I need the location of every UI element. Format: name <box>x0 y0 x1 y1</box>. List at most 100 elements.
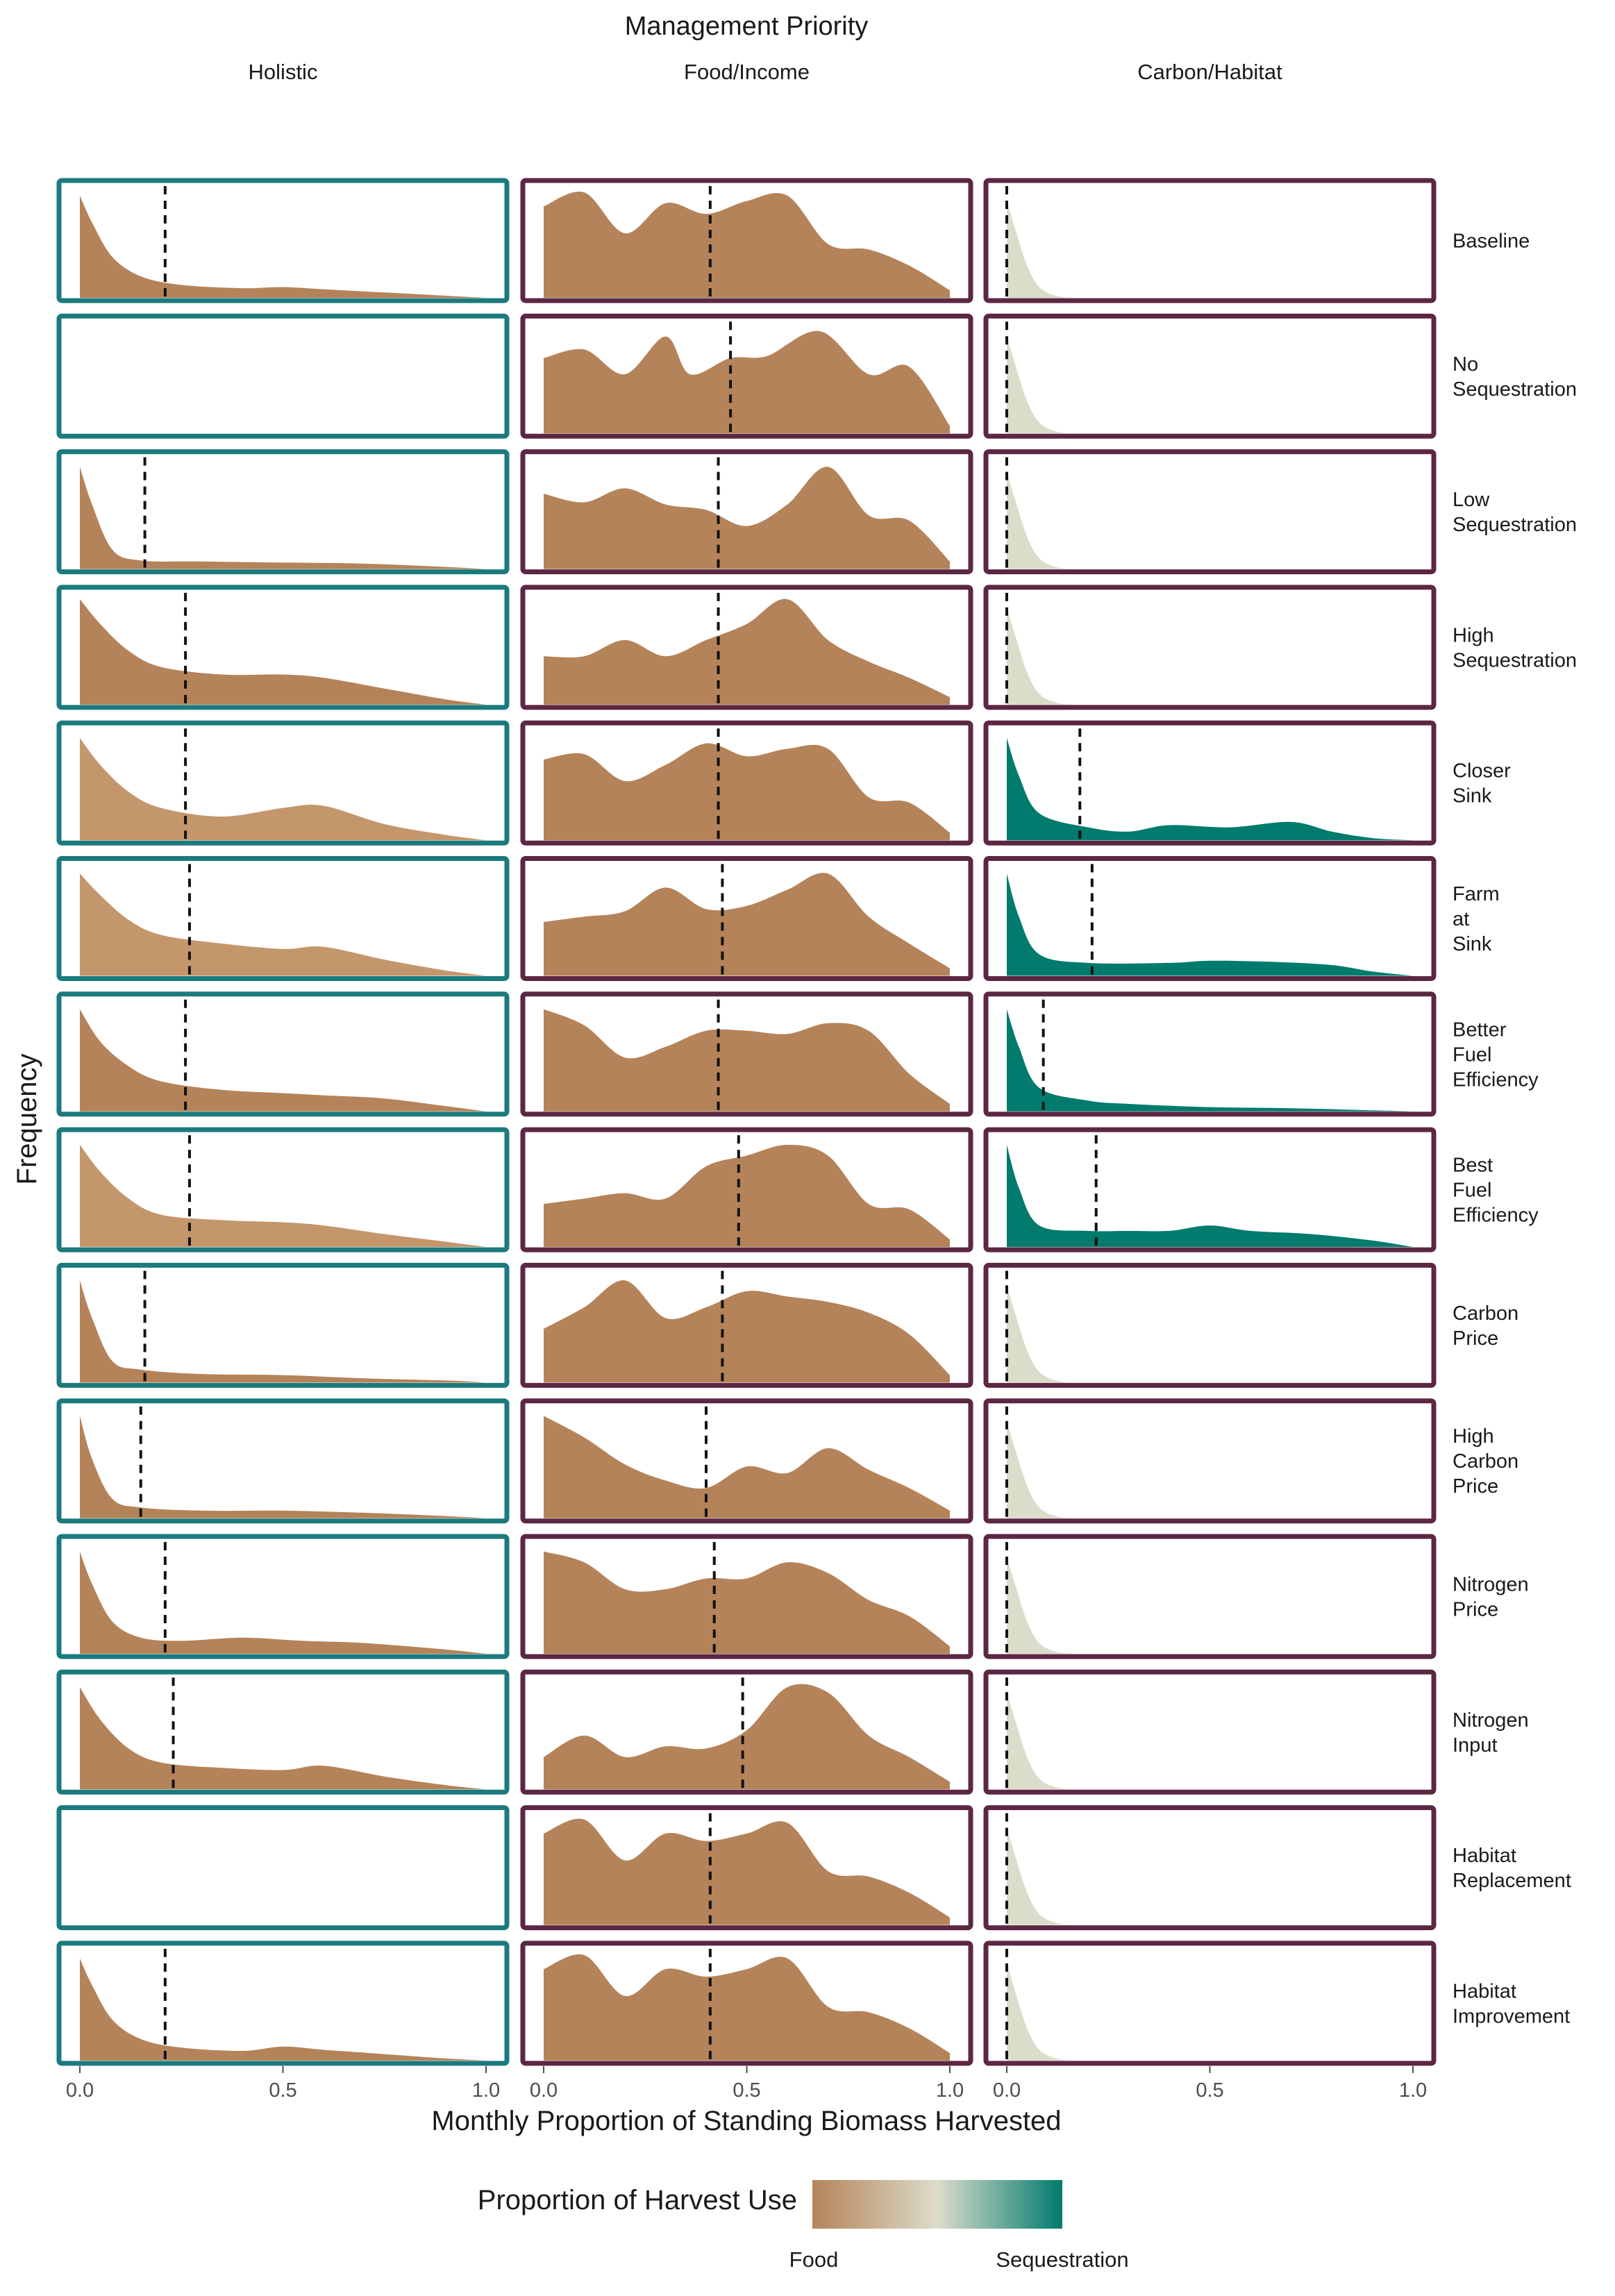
density-area <box>1007 1963 1072 2061</box>
density-area <box>80 1416 486 1518</box>
facet-panel <box>56 1398 510 1524</box>
panel-frame <box>983 1941 1437 2066</box>
density-area <box>80 195 486 298</box>
panel-frame <box>56 449 510 575</box>
facet-panel <box>983 1941 1437 2066</box>
density-area <box>80 1687 486 1790</box>
density-area <box>1007 201 1072 298</box>
panel-frame <box>520 1262 973 1388</box>
panel-frame <box>520 178 973 303</box>
facet-panel <box>56 313 510 439</box>
row-label: Better Fuel Efficiency <box>1453 1019 1539 1091</box>
density-area <box>1007 336 1072 434</box>
facet-panel <box>983 856 1437 981</box>
legend-low-label: Food <box>789 2247 839 2272</box>
facet-panel <box>520 585 973 710</box>
panel-frame <box>983 1398 1437 1524</box>
facet-panel <box>983 585 1437 710</box>
density-area <box>1007 1692 1072 1790</box>
row-label: No Sequestration <box>1453 353 1577 401</box>
panel-frame <box>520 585 973 710</box>
density-area <box>544 598 950 705</box>
facet-panel <box>983 1398 1437 1524</box>
density-area <box>544 1954 950 2061</box>
density-area <box>1007 1557 1072 1654</box>
facet-panel <box>520 1805 973 1931</box>
panel-frame <box>56 1262 510 1388</box>
density-area <box>544 1551 950 1654</box>
row-label: Habitat Replacement <box>1453 1845 1571 1892</box>
facet-panel <box>983 1805 1437 1931</box>
facet-panel <box>56 991 510 1117</box>
panel-frame <box>520 1398 973 1524</box>
column-header: Holistic <box>249 60 318 84</box>
panel-frame <box>56 1805 510 1931</box>
density-area <box>1007 738 1413 841</box>
legend-title: Proportion of Harvest Use <box>478 2185 797 2215</box>
facet-panel <box>983 313 1437 439</box>
facet-panel <box>56 856 510 981</box>
density-area <box>1007 1285 1072 1383</box>
x-tick-label: 0.5 <box>1196 2079 1223 2102</box>
panel-frame <box>56 856 510 981</box>
panel-frame <box>520 313 973 439</box>
x-axis-label: Monthly Proportion of Standing Biomass H… <box>431 2106 1061 2136</box>
x-axis-ticks: 0.0 0.5 1.0 0.0 0.5 1.0 0.0 0.5 1.0 <box>66 2065 1427 2102</box>
facet-panel <box>520 720 973 846</box>
panel-frame <box>56 720 510 846</box>
density-area <box>80 599 486 705</box>
density-area <box>1007 472 1072 569</box>
facet-panel <box>56 178 510 303</box>
row-label: Farm at Sink <box>1453 883 1500 955</box>
y-axis-label: Frequency <box>12 1054 42 1185</box>
row-label: Best Fuel Efficiency <box>1453 1155 1539 1227</box>
panel-frame <box>983 991 1437 1117</box>
density-area <box>1007 607 1072 705</box>
x-tick-label: 0.5 <box>269 2079 296 2102</box>
panel-frame <box>56 1941 510 2066</box>
facet-panel <box>520 1262 973 1388</box>
density-area <box>80 1009 486 1112</box>
facet-panel <box>56 1534 510 1659</box>
density-area <box>544 330 950 434</box>
facet-panel <box>56 1127 510 1252</box>
facet-panel <box>56 1941 510 2066</box>
row-label: Nitrogen Input <box>1453 1709 1529 1757</box>
facet-panel <box>520 1669 973 1795</box>
panel-frame <box>520 720 973 846</box>
panel-frame <box>520 1669 973 1795</box>
facet-panels <box>56 178 1437 2066</box>
panel-frame <box>983 856 1437 981</box>
facet-panel <box>983 449 1437 575</box>
facet-panel <box>983 991 1437 1117</box>
row-label: Nitrogen Price <box>1453 1574 1529 1621</box>
facet-panel <box>520 449 973 575</box>
facet-panel <box>56 1805 510 1931</box>
density-area <box>80 1144 486 1248</box>
panel-frame <box>520 1534 973 1659</box>
x-tick-label: 1.0 <box>1399 2079 1427 2102</box>
panel-frame <box>520 1805 973 1931</box>
facet-panel <box>520 1534 973 1659</box>
density-area <box>544 1144 950 1248</box>
panel-frame <box>983 585 1437 710</box>
facet-panel <box>520 1127 973 1252</box>
panel-frame <box>520 1941 973 2066</box>
x-tick-label: 0.5 <box>733 2079 760 2102</box>
density-area <box>80 467 486 569</box>
facet-panel <box>56 449 510 575</box>
legend: Proportion of Harvest Use Food Sequestra… <box>478 2180 1129 2272</box>
facet-panel <box>520 991 973 1117</box>
density-area <box>80 1551 486 1654</box>
density-area <box>1007 1144 1413 1248</box>
panel-frame <box>983 1262 1437 1388</box>
panel-frame <box>983 1127 1437 1252</box>
panel-frame <box>983 720 1437 846</box>
density-area <box>544 1009 950 1112</box>
x-tick-label: 1.0 <box>936 2079 964 2102</box>
x-tick-label: 0.0 <box>993 2079 1021 2102</box>
density-area <box>80 873 486 976</box>
facet-panel <box>520 178 973 303</box>
panel-frame <box>983 1669 1437 1795</box>
